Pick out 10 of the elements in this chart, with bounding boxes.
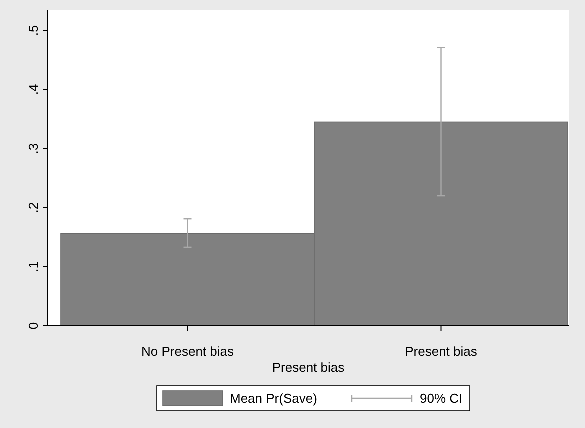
- text: 90% CI: [420, 391, 463, 406]
- y-tick-label: 0: [26, 322, 41, 330]
- y-tick-label: .2: [26, 202, 41, 214]
- x-axis-title: Present bias: [272, 360, 346, 375]
- legend-label: Mean Pr(Save): [230, 391, 318, 406]
- x-tick-label: No Present bias: [142, 344, 234, 359]
- y-tick-label: .3: [26, 143, 41, 154]
- y-tick-label: .5: [26, 25, 41, 36]
- y-tick-label: .1: [26, 262, 41, 272]
- y-tick-label: .4: [26, 84, 41, 96]
